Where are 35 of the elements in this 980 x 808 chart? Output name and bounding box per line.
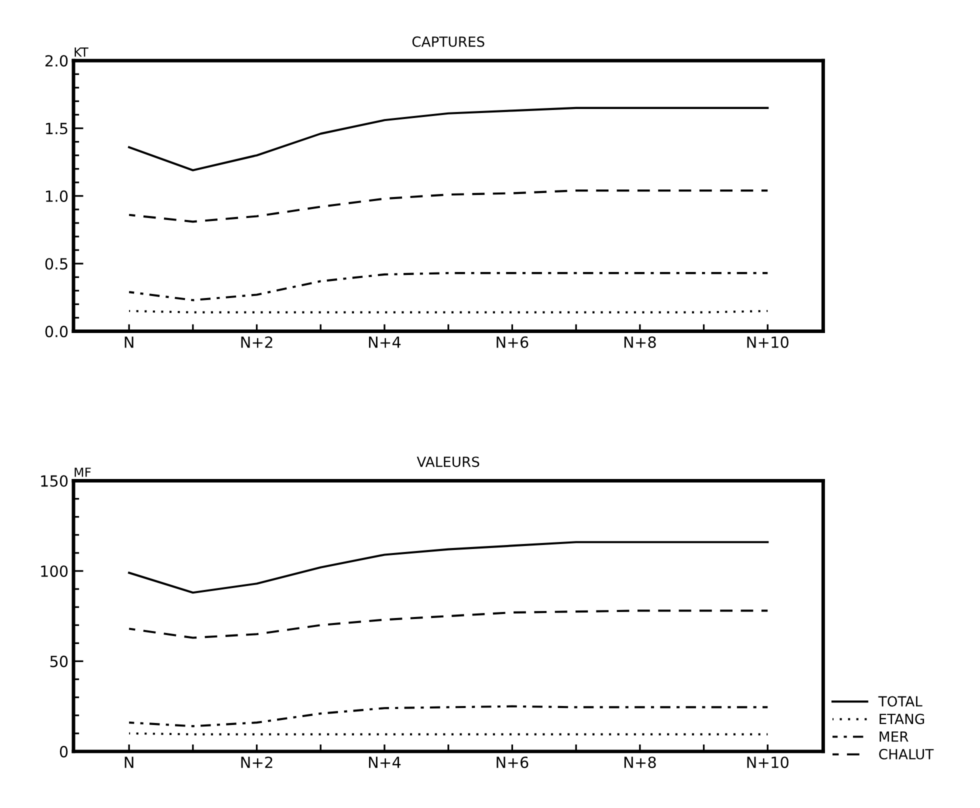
y-tick-label: 150 (41, 475, 68, 487)
x-tick-label: N+2 (241, 336, 272, 348)
y-tick-label: 50 (50, 656, 68, 668)
y-axis-title: KT (74, 48, 88, 57)
legend-label: MER (880, 732, 908, 742)
line-series (128, 705, 769, 728)
x-tick-label: N+4 (369, 756, 401, 768)
line-series (128, 272, 769, 302)
x-tick-label: N+2 (241, 756, 272, 768)
x-tick-label: N+10 (747, 756, 788, 768)
x-tick-label: N+10 (747, 336, 788, 348)
legend-label: ETANG (880, 714, 924, 724)
y-tick-label: 2.0 (45, 55, 68, 67)
line-series (128, 610, 769, 639)
y-tick-label: 1.0 (46, 190, 68, 202)
x-tick-label: N+8 (624, 336, 656, 348)
x-tick-label: N+6 (496, 336, 528, 348)
y-axis-title: MF (74, 468, 91, 477)
x-tick-label: N+8 (624, 756, 656, 768)
y-tick-label: 1.5 (46, 122, 68, 134)
legend-label: TOTAL (878, 696, 922, 707)
legend-label: CHALUT (879, 748, 934, 760)
chart-title: VALEURS (416, 456, 480, 468)
chart-title: CAPTURES (412, 36, 484, 47)
y-tick-label: 100 (41, 565, 68, 578)
x-tick-label: N+6 (496, 756, 528, 768)
line-series (128, 189, 769, 223)
line-series (128, 541, 769, 594)
y-tick-label: 0.5 (45, 258, 68, 270)
y-tick-label: 0.0 (45, 326, 68, 338)
x-tick-label: N (124, 756, 134, 768)
y-tick-label: 0 (60, 746, 68, 758)
line-series (128, 106, 769, 172)
x-tick-label: N+4 (369, 336, 401, 348)
x-tick-label: N (124, 336, 134, 348)
